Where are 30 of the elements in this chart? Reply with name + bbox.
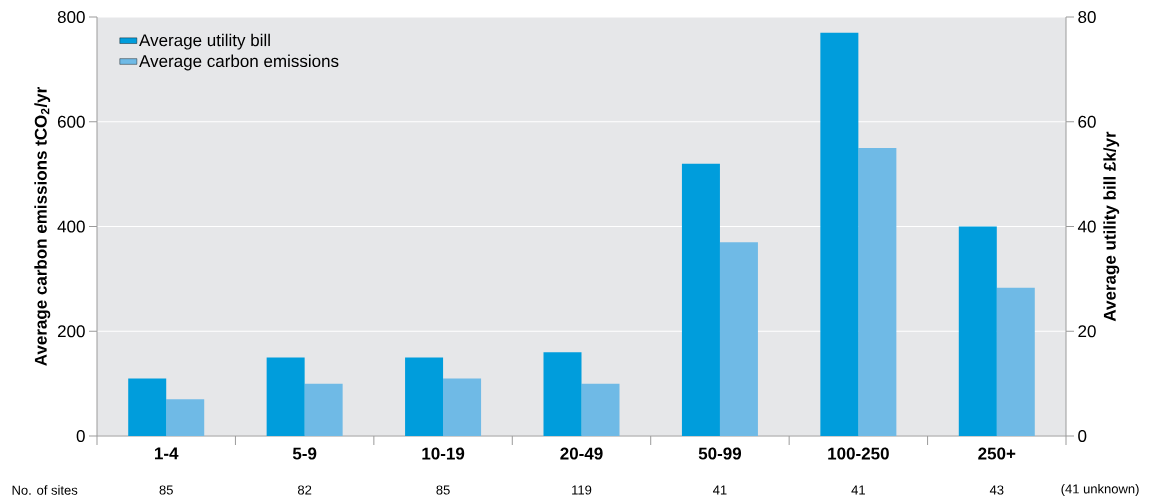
text: (41 unknown) <box>1061 483 1139 497</box>
y2-tick-label: 40 <box>1077 220 1096 233</box>
x-tick-label: 100-250 <box>828 447 889 460</box>
text: 43 <box>989 485 1004 495</box>
text: 82 <box>297 485 312 495</box>
x-tick-label: 5-9 <box>292 447 317 460</box>
x-tick-label: 1-4 <box>155 447 179 460</box>
y2-tick-label: 60 <box>1078 115 1096 128</box>
y2-tick-label: 20 <box>1078 325 1096 338</box>
x-tick-label: 20-49 <box>560 447 603 460</box>
y-tick-label: 200 <box>57 325 85 338</box>
y-axis-title: Average carbon emissions tCO$_{2}$/yr <box>34 87 51 366</box>
x-tick-label: 250+ <box>978 447 1016 460</box>
text: 119 <box>572 485 592 495</box>
y2-tick-label: 80 <box>1078 10 1096 24</box>
text: 41 <box>713 485 727 495</box>
y-tick-label: 400 <box>57 220 85 233</box>
x-tick-label: 50-99 <box>698 447 742 460</box>
text: 41 <box>851 485 865 495</box>
legend-label: Average utility bill <box>139 33 270 50</box>
legend-label: Average carbon emissions <box>139 54 339 71</box>
y-tick-label: 0 <box>76 429 85 443</box>
text: No. of sites <box>12 485 78 495</box>
y-tick-label: 800 <box>57 10 85 24</box>
y2-tick-label: 0 <box>1078 429 1087 443</box>
text: 85 <box>159 485 173 495</box>
text: 85 <box>436 485 450 495</box>
y2-axis-title: Average utility bill £k/yr <box>1103 131 1120 322</box>
x-tick-label: 10-19 <box>422 447 465 460</box>
y-tick-label: 600 <box>57 115 85 128</box>
